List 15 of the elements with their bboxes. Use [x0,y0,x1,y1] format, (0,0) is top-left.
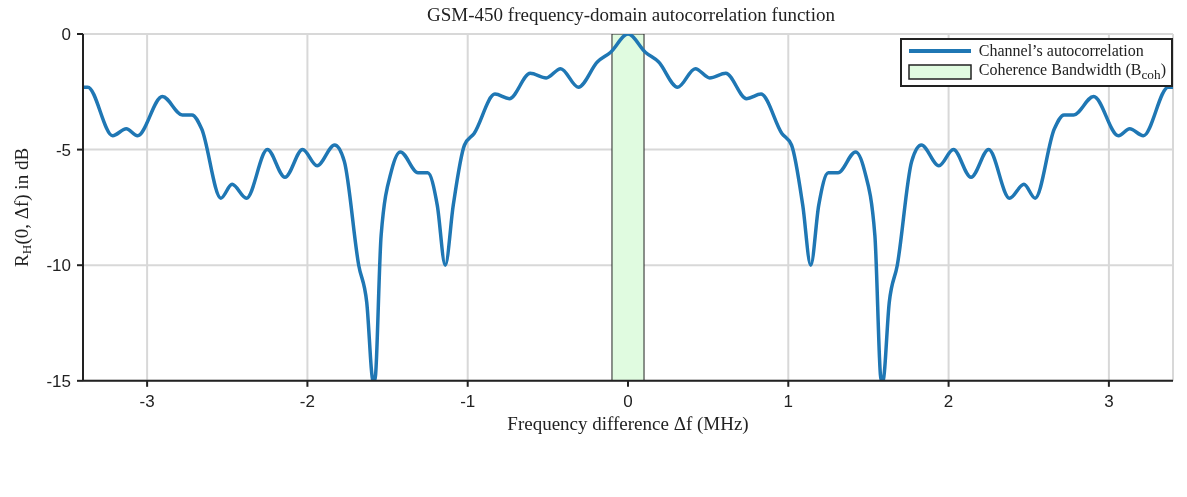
x-tick-label: 1 [783,391,794,411]
y-tick-label: 0 [61,25,71,45]
x-tick-label: 3 [1104,391,1114,411]
y-tick-label: -5 [55,140,71,160]
band-label: Coherence Bandwidth (B$_{coh}$) [978,61,1166,83]
x-tick-label: -3 [139,391,155,411]
x-tick-label: -1 [460,391,476,411]
legend-label: Channel’s autocorrelation [978,41,1144,60]
y-tick-label: -15 [46,371,71,391]
chart-title: GSM-450 frequency-domain autocorrelation function [426,4,836,26]
x-tick-label: -2 [299,391,315,411]
x-axis-title: Frequency difference Δf (MHz) [507,412,749,435]
x-tick-label: 0 [623,391,633,411]
x-tick-label: 2 [943,391,954,411]
y-tick-label: -10 [46,256,71,276]
